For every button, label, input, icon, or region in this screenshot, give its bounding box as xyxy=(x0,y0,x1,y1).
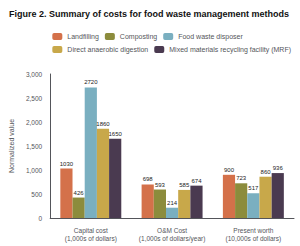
svg-text:Mixed materials recycling faci: Mixed materials recycling facility (MRF) xyxy=(169,46,291,54)
svg-text:Composting: Composting xyxy=(120,33,157,41)
svg-text:936: 936 xyxy=(273,165,284,171)
svg-text:698: 698 xyxy=(143,176,154,182)
svg-text:1860: 1860 xyxy=(96,121,110,127)
svg-text:2720: 2720 xyxy=(84,79,98,85)
svg-text:Food waste disposer: Food waste disposer xyxy=(178,33,243,41)
svg-text:214: 214 xyxy=(167,200,178,206)
svg-text:Normalized value: Normalized value xyxy=(8,119,15,173)
svg-text:900: 900 xyxy=(224,167,235,173)
svg-text:2,000: 2,000 xyxy=(26,119,43,126)
svg-text:517: 517 xyxy=(248,185,259,191)
svg-text:Landfilling: Landfilling xyxy=(67,33,99,41)
svg-text:1030: 1030 xyxy=(60,161,74,167)
svg-text:1,500: 1,500 xyxy=(26,143,43,150)
svg-text:(10,000s of dollars): (10,000s of dollars) xyxy=(226,235,282,243)
svg-text:593: 593 xyxy=(155,182,166,188)
svg-text:500: 500 xyxy=(31,191,42,198)
svg-text:Present worth: Present worth xyxy=(233,227,273,234)
svg-text:426: 426 xyxy=(74,190,85,196)
svg-text:(1,000s of dollars/year): (1,000s of dollars/year) xyxy=(139,235,205,243)
svg-text:860: 860 xyxy=(261,169,272,175)
svg-text:0: 0 xyxy=(39,215,43,222)
svg-text:3,000: 3,000 xyxy=(26,71,43,78)
svg-text:O&M Cost: O&M Cost xyxy=(157,227,187,234)
svg-text:Direct anaerobic digestion: Direct anaerobic digestion xyxy=(67,46,148,54)
svg-text:674: 674 xyxy=(191,178,202,184)
svg-text:723: 723 xyxy=(236,175,247,181)
svg-text:1,000: 1,000 xyxy=(26,167,43,174)
svg-text:2,500: 2,500 xyxy=(26,95,43,102)
svg-text:Figure 2. Summary of costs for: Figure 2. Summary of costs for food wast… xyxy=(9,9,289,19)
svg-text:1650: 1650 xyxy=(109,131,123,137)
svg-text:Capital cost: Capital cost xyxy=(74,227,108,235)
svg-text:585: 585 xyxy=(179,182,190,188)
svg-text:(1,000s of dollars): (1,000s of dollars) xyxy=(65,235,117,243)
